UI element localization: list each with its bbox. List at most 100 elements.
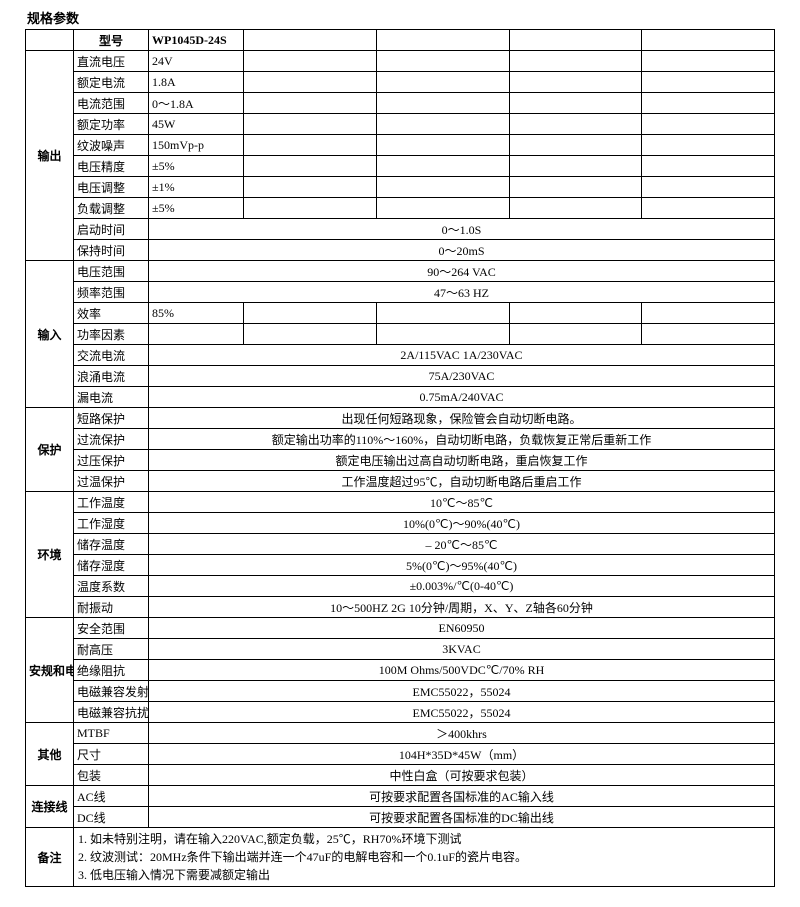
cell <box>376 93 509 114</box>
cell <box>642 177 775 198</box>
cell <box>642 72 775 93</box>
cat-output: 输出 <box>26 51 74 261</box>
param: 安全范围 <box>74 618 149 639</box>
value: 10%(0℃)～90%(40℃) <box>149 513 775 534</box>
param: 耐振动 <box>74 597 149 618</box>
value: 0～1.8A <box>149 93 244 114</box>
value: 85% <box>149 303 244 324</box>
cell <box>376 156 509 177</box>
value: 10℃～85℃ <box>149 492 775 513</box>
value: 可按要求配置各国标准的AC输入线 <box>149 786 775 807</box>
cell <box>244 93 377 114</box>
param: 过压保护 <box>74 450 149 471</box>
value: 工作温度超过95℃，自动切断电路后重启工作 <box>149 471 775 492</box>
param: 短路保护 <box>74 408 149 429</box>
param: 储存湿度 <box>74 555 149 576</box>
cell <box>642 30 775 51</box>
cat-safety: 安规和电磁兼容 <box>26 618 74 723</box>
value: 5%(0℃)～95%(40℃) <box>149 555 775 576</box>
cell <box>642 114 775 135</box>
value: ±5% <box>149 156 244 177</box>
param: 电压范围 <box>74 261 149 282</box>
value: 1.8A <box>149 72 244 93</box>
cell <box>244 303 377 324</box>
cell <box>376 114 509 135</box>
cell <box>244 198 377 219</box>
notes-body: 1. 如未特别注明，请在输入220VAC,额定负载，25℃，RH70%环境下测试… <box>74 828 775 887</box>
value: 额定电压输出过高自动切断电路，重启恢复工作 <box>149 450 775 471</box>
param: 漏电流 <box>74 387 149 408</box>
value: ±0.003%/℃(0-40℃) <box>149 576 775 597</box>
param: MTBF <box>74 723 149 744</box>
param: 频率范围 <box>74 282 149 303</box>
cell <box>642 156 775 177</box>
value: – 20℃～85℃ <box>149 534 775 555</box>
param: 效率 <box>74 303 149 324</box>
param: 浪涌电流 <box>74 366 149 387</box>
param: 耐高压 <box>74 639 149 660</box>
param: 交流电流 <box>74 345 149 366</box>
value: ±5% <box>149 198 244 219</box>
value: 0～20mS <box>149 240 775 261</box>
cell <box>244 72 377 93</box>
cell <box>642 93 775 114</box>
cell <box>642 324 775 345</box>
value: 104H*35D*45W（mm） <box>149 744 775 765</box>
value: EN60950 <box>149 618 775 639</box>
cell <box>642 135 775 156</box>
cat-protect: 保护 <box>26 408 74 492</box>
cell <box>26 30 74 51</box>
cell <box>376 324 509 345</box>
cell <box>244 156 377 177</box>
value: 可按要求配置各国标准的DC输出线 <box>149 807 775 828</box>
cell <box>509 324 642 345</box>
cell <box>376 30 509 51</box>
cell <box>376 198 509 219</box>
cell <box>642 198 775 219</box>
cell <box>509 72 642 93</box>
param: 绝缘阻抗 <box>74 660 149 681</box>
value: 90～264 VAC <box>149 261 775 282</box>
param: 温度系数 <box>74 576 149 597</box>
param: 功率因素 <box>74 324 149 345</box>
cell <box>244 51 377 72</box>
param: 工作温度 <box>74 492 149 513</box>
param: 启动时间 <box>74 219 149 240</box>
cell <box>376 72 509 93</box>
value: 3KVAC <box>149 639 775 660</box>
cell <box>509 156 642 177</box>
param: 电压精度 <box>74 156 149 177</box>
param: 保持时间 <box>74 240 149 261</box>
param: 直流电压 <box>74 51 149 72</box>
value: 中性白盒（可按要求包装） <box>149 765 775 786</box>
cell <box>642 303 775 324</box>
value: 额定输出功率的110%～160%，自动切断电路，负载恢复正常后重新工作 <box>149 429 775 450</box>
cat-conn: 连接线 <box>26 786 74 828</box>
value: EMC55022，55024 <box>149 702 775 723</box>
cell <box>509 114 642 135</box>
cell <box>509 93 642 114</box>
cell <box>376 177 509 198</box>
value: 10～500HZ 2G 10分钟/周期，X、Y、Z轴各60分钟 <box>149 597 775 618</box>
cell <box>244 324 377 345</box>
cell <box>244 177 377 198</box>
cell <box>376 303 509 324</box>
value <box>149 324 244 345</box>
param: 额定功率 <box>74 114 149 135</box>
value: 150mVp-p <box>149 135 244 156</box>
param: 负载调整 <box>74 198 149 219</box>
value: ＞400khrs <box>149 723 775 744</box>
cell <box>376 51 509 72</box>
value: 0.75mA/240VAC <box>149 387 775 408</box>
cell <box>509 30 642 51</box>
cat-input: 输入 <box>26 261 74 408</box>
value: 0～1.0S <box>149 219 775 240</box>
param: 过流保护 <box>74 429 149 450</box>
value: 2A/115VAC 1A/230VAC <box>149 345 775 366</box>
value: 75A/230VAC <box>149 366 775 387</box>
cell <box>642 51 775 72</box>
value: 出现任何短路现象，保险管会自动切断电路。 <box>149 408 775 429</box>
cell <box>509 51 642 72</box>
param: 电流范围 <box>74 93 149 114</box>
value: 24V <box>149 51 244 72</box>
